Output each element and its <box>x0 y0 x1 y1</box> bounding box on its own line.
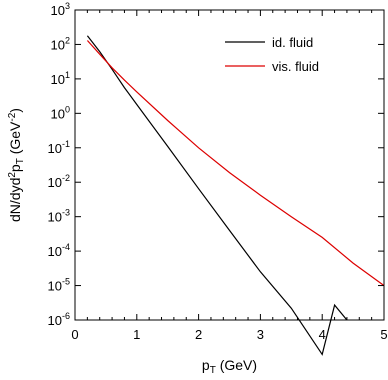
x-tick-label: 5 <box>380 327 387 342</box>
series-group <box>86 35 385 356</box>
x-tick-label: 1 <box>133 327 140 342</box>
y-tick-label: 103 <box>51 1 70 18</box>
y-tick-label: 100 <box>51 104 70 121</box>
y-tick-label: 10-3 <box>48 208 70 225</box>
y-tick-label: 10-1 <box>48 139 70 156</box>
plot-frame <box>74 9 385 321</box>
x-tick-label: 2 <box>195 327 202 342</box>
x-tick-label: 4 <box>319 327 326 342</box>
y-tick-label: 10-2 <box>48 173 70 190</box>
y-axis-label: dN/dyd2pT (GeV-2) <box>7 108 26 222</box>
y-tick-label: 10-5 <box>48 277 70 294</box>
plot-frame-group <box>74 9 385 321</box>
labels-group: pT (GeV) dN/dyd2pT (GeV-2) <box>7 108 257 376</box>
legend: id. fluid vis. fluid <box>225 35 319 74</box>
series-line-ideal-fluid <box>86 35 348 356</box>
legend-label: vis. fluid <box>272 59 319 74</box>
legend-label: id. fluid <box>272 35 313 50</box>
x-axis-label: pT (GeV) <box>202 357 257 376</box>
y-tick-label: 102 <box>51 35 70 52</box>
series-line-viscous-fluid <box>86 40 385 287</box>
x-tick-label: 0 <box>71 327 78 342</box>
y-tick-label: 10-4 <box>48 242 70 259</box>
x-tick-label: 3 <box>257 327 264 342</box>
y-tick-label: 10-6 <box>48 311 70 328</box>
ticks-group: 0 1 2 3 4 5 10-6 10-5 10-4 10-3 10-2 10-1 100 101 102 1… <box>48 1 388 342</box>
y-tick-label: 101 <box>51 70 70 87</box>
